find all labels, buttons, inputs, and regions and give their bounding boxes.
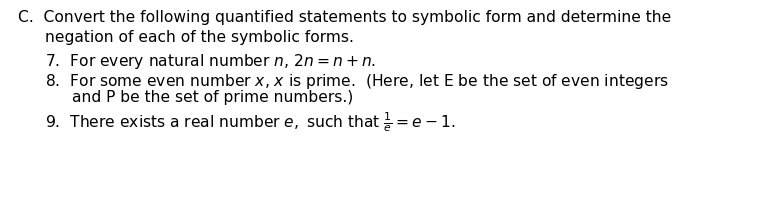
Text: and P be the set of prime numbers.): and P be the set of prime numbers.): [72, 90, 353, 105]
Text: 7.  For every natural number $n$, $2n = n + n$.: 7. For every natural number $n$, $2n = n…: [45, 52, 376, 71]
Text: negation of each of the symbolic forms.: negation of each of the symbolic forms.: [45, 30, 354, 45]
Text: 9.  There exists a real number $e,$ such that $\frac{1}{e} = e - 1$.: 9. There exists a real number $e,$ such …: [45, 110, 456, 134]
Text: 8.  For some even number $x$, $x$ is prime.  (Here, let E be the set of even int: 8. For some even number $x$, $x$ is prim…: [45, 72, 669, 91]
Text: C.  Convert the following quantified statements to symbolic form and determine t: C. Convert the following quantified stat…: [18, 10, 671, 25]
